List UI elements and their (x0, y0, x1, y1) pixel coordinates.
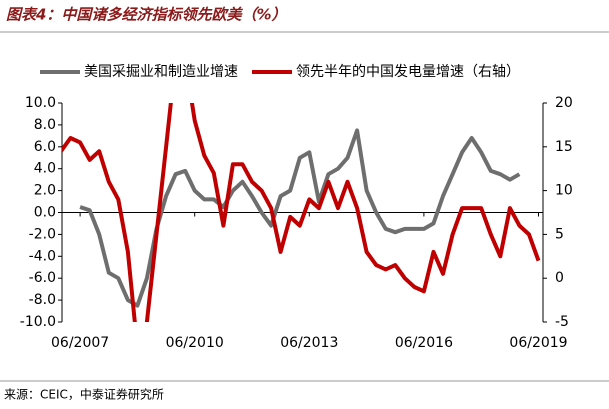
series-line (62, 103, 541, 322)
y-tick-label: 4.0 (34, 161, 56, 177)
source: 来源：CEIC，中泰证券研究所 (4, 387, 164, 402)
y-tick-label: 2.0 (34, 183, 56, 199)
x-tick-label: 06/2007 (51, 335, 109, 351)
y2-tick-label: 5 (555, 226, 564, 242)
y-tick-label: -10.0 (20, 314, 56, 330)
y-tick-label: 6.0 (34, 139, 56, 155)
legend-label: 领先半年的中国发电量增速（右轴） (296, 64, 520, 80)
y2-tick-label: 15 (555, 139, 573, 155)
x-tick-label: 06/2016 (395, 335, 453, 351)
y2-tick-label: 0 (555, 270, 564, 286)
x-tick-label: 06/2019 (509, 335, 567, 351)
series-line (79, 128, 521, 308)
x-tick-label: 06/2013 (280, 335, 338, 351)
chart-title: 图表4：中国诸多经济指标领先欧美（%） (6, 6, 286, 24)
y-tick-label: -6.0 (29, 270, 56, 286)
y-tick-label: -4.0 (29, 248, 56, 264)
y-tick-label: 0.0 (34, 205, 56, 221)
legend-label: 美国采掘业和制造业增速 (84, 64, 238, 80)
y2-tick-label: 20 (555, 95, 573, 111)
x-tick-label: 06/2010 (166, 335, 224, 351)
y-tick-label: -8.0 (29, 292, 56, 308)
plot-area (62, 103, 541, 322)
y2-tick-label: -5 (555, 314, 569, 330)
y2-tick-label: 10 (555, 183, 573, 199)
y-tick-label: -2.0 (29, 226, 56, 242)
y-tick-label: 8.0 (34, 117, 56, 133)
y-tick-label: 10.0 (25, 95, 56, 111)
